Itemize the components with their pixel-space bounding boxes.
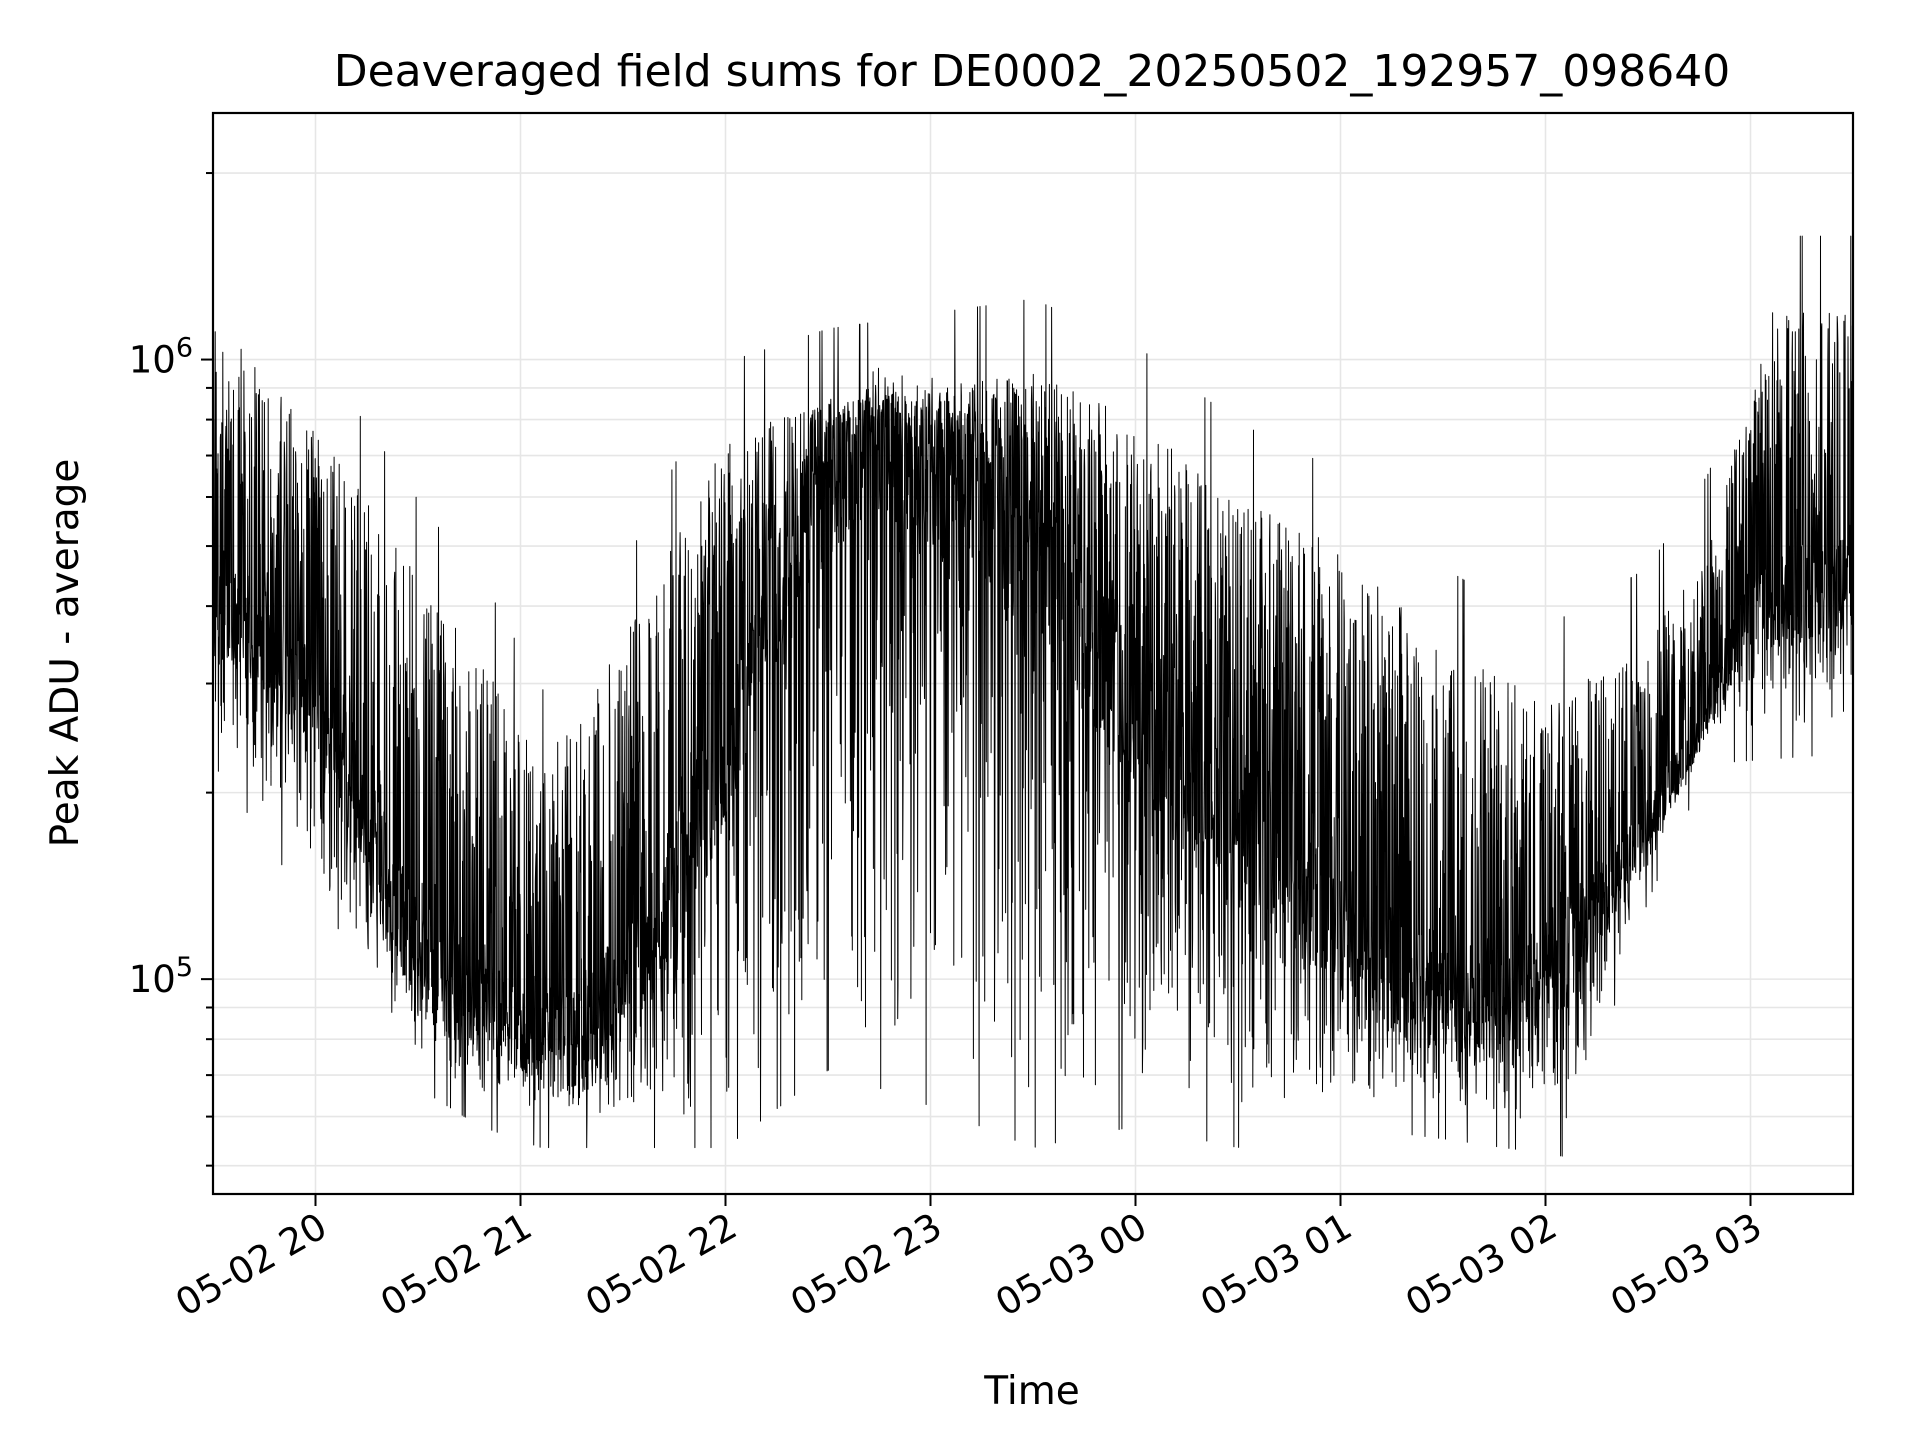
plot-frame (211, 111, 1855, 1196)
y-axis-label: Peak ADU - average (43, 459, 88, 848)
chart-title: Deaveraged field sums for DE0002_2025050… (334, 46, 1731, 97)
series-line (212, 235, 1854, 1157)
x-axis-label: Time (983, 1369, 1079, 1414)
series-layer (212, 235, 1854, 1157)
y-tick-label: 106 (129, 333, 193, 382)
y-tick-label: 105 (129, 952, 193, 1001)
y-axis-ticks: 105 106 (129, 172, 213, 1167)
